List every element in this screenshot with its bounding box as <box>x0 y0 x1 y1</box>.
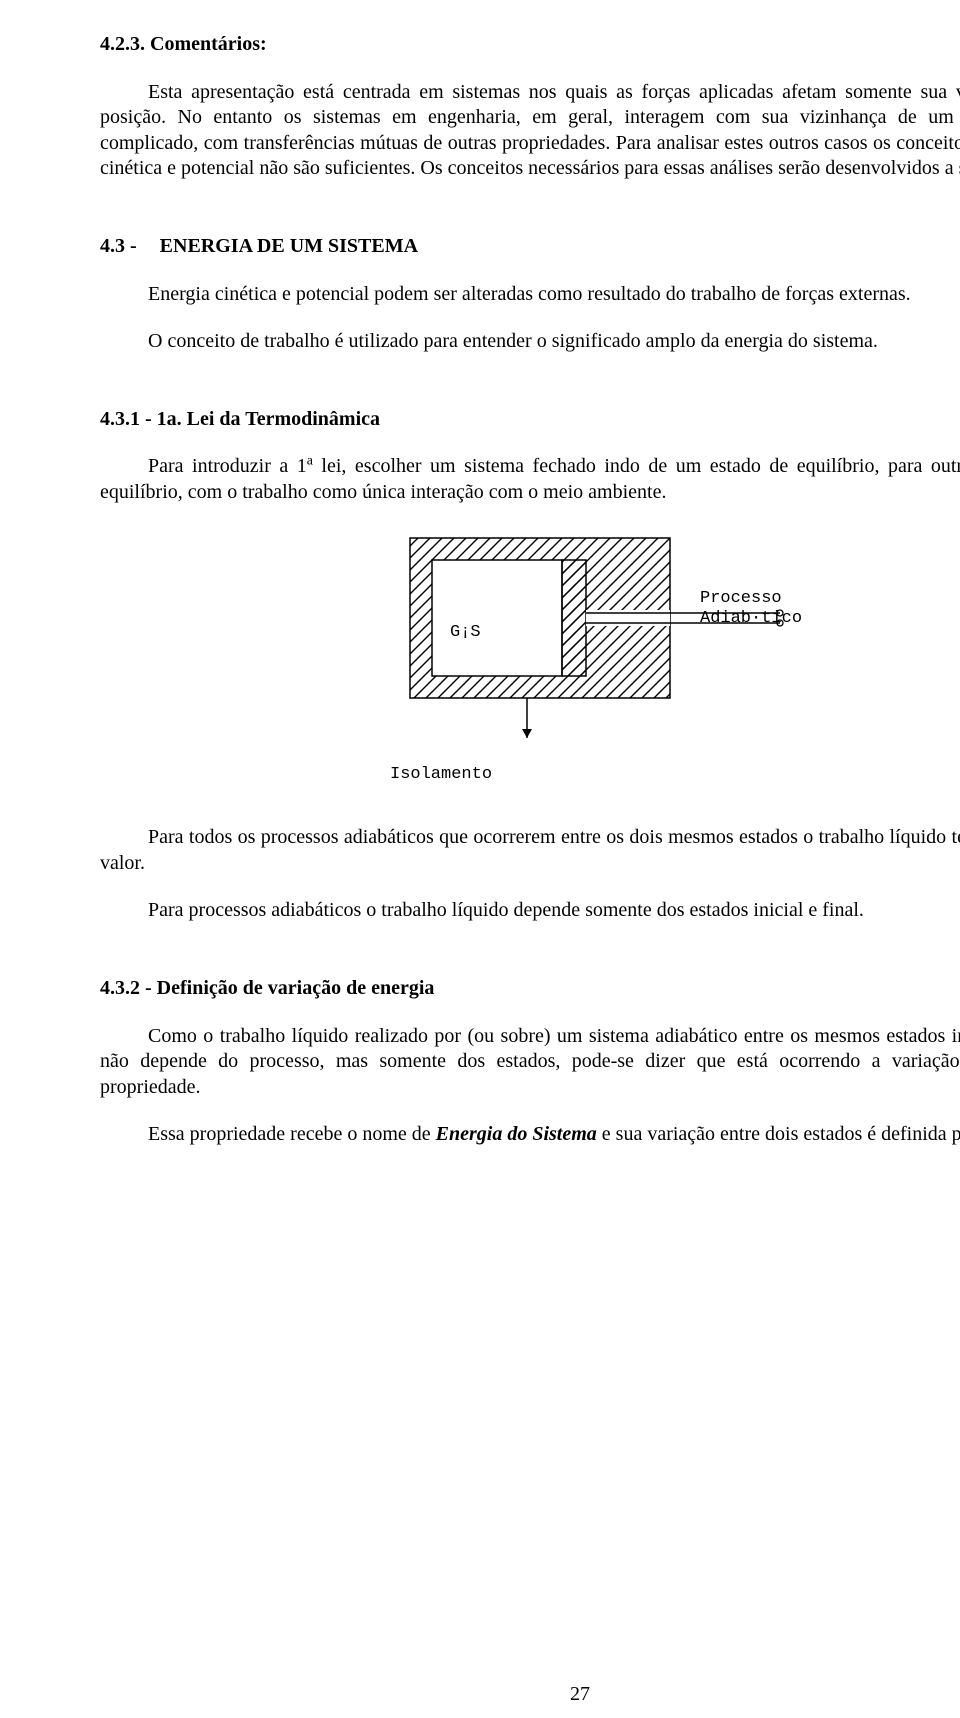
section-43-p2-text: O conceito de trabalho é utilizado para … <box>148 330 878 352</box>
section-43-num: 4.3 - <box>100 234 137 260</box>
adiabatic-process-svg: G¡S ProcessoAdiab·tico <box>320 528 840 758</box>
section-43-p2: O conceito de trabalho é utilizado para … <box>100 329 960 355</box>
section-432-p2: Essa propriedade recebe o nome de Energi… <box>100 1122 960 1148</box>
section-431-heading: 4.3.1 - 1a. Lei da Termodinâmica <box>100 407 960 433</box>
section-431-p3: Para processos adiabáticos o trabalho lí… <box>100 898 960 924</box>
section-432-heading: 4.3.2 - Definição de variação de energia <box>100 976 960 1002</box>
section-431-p2: Para todos os processos adiabáticos que … <box>100 825 960 876</box>
section-432-p2-a: Essa propriedade recebe o nome de <box>148 1123 436 1145</box>
section-431-p1-a: Para introduzir a 1 <box>148 455 307 477</box>
figure-bottom-label: Isolamento <box>390 764 960 786</box>
svg-text:Processo: Processo <box>700 589 782 608</box>
section-423-heading: 4.2.3. Comentários: <box>100 32 960 58</box>
section-431-p1: Para introduzir a 1a lei, escolher um si… <box>100 454 960 505</box>
section-431-p3-text: Para processos adiabáticos o trabalho lí… <box>148 899 864 921</box>
section-432-p1-text: Como o trabalho líquido realizado por (o… <box>100 1025 960 1098</box>
section-423-p1: Esta apresentação está centrada em siste… <box>100 80 960 182</box>
section-43-p1-text: Energia cinética e potencial podem ser a… <box>148 283 911 305</box>
section-432-p2-b: e sua variação entre dois estados é defi… <box>597 1123 960 1145</box>
section-43-title: ENERGIA DE UM SISTEMA <box>160 234 418 260</box>
section-43-p1: Energia cinética e potencial podem ser a… <box>100 282 960 308</box>
svg-text:Adiab·tico: Adiab·tico <box>700 609 802 628</box>
section-423-p1-text: Esta apresentação está centrada em siste… <box>100 81 960 180</box>
section-432-p2-em: Energia do Sistema <box>436 1123 597 1145</box>
svg-text:G¡S: G¡S <box>450 623 481 642</box>
section-432-p1: Como o trabalho líquido realizado por (o… <box>100 1024 960 1101</box>
adiabatic-process-figure: G¡S ProcessoAdiab·tico Isolamento <box>100 528 960 786</box>
section-431-p2-text: Para todos os processos adiabáticos que … <box>100 826 960 874</box>
section-43-heading: 4.3 - ENERGIA DE UM SISTEMA <box>100 234 960 260</box>
